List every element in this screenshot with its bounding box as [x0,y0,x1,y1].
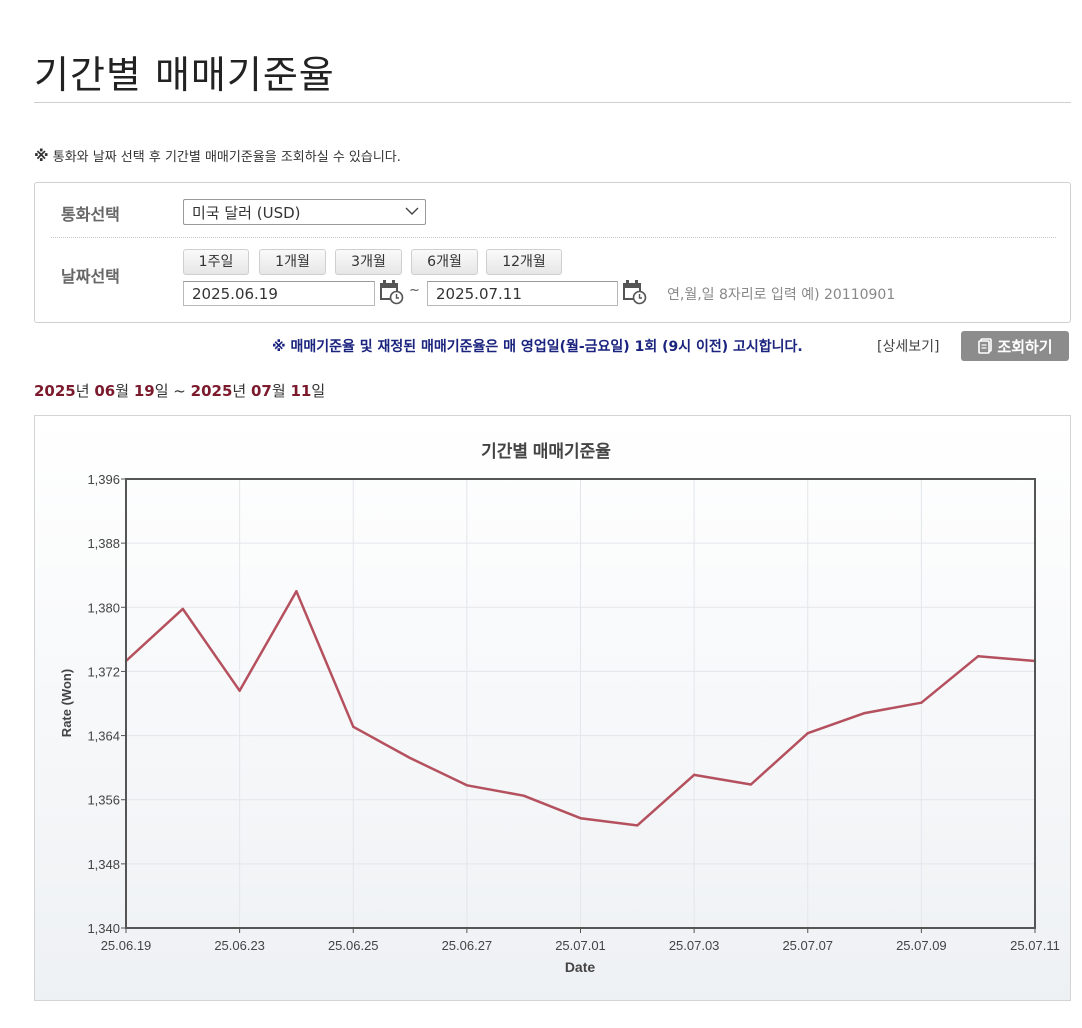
title-divider [34,102,1071,103]
x-tick-label: 25.06.19 [101,938,152,953]
period-12month-button[interactable]: 12개월 [486,249,562,275]
query-button[interactable]: 조회하기 [961,331,1069,361]
chevron-down-icon [405,207,419,215]
x-tick-label: 25.07.11 [1010,938,1060,953]
detail-link[interactable]: [상세보기] [877,339,940,355]
end-date-input[interactable]: 2025.07.11 [427,281,618,306]
x-tick-label: 25.07.03 [669,938,720,953]
start-date-input[interactable]: 2025.06.19 [183,281,375,306]
page-title: 기간별 매매기준율 [34,53,335,97]
range-end-month: 07 [250,382,272,400]
data-point[interactable] [295,590,298,593]
x-tick-label: 25.06.23 [214,938,265,953]
y-tick-label: 1,340 [87,921,120,936]
range-month-suffix: 월 [115,382,130,400]
date-format-hint: 연,월,일 8자리로 입력 예) 20110901 [667,287,896,303]
range-year-suffix: 년 [75,382,90,400]
y-tick-label: 1,396 [87,472,120,487]
data-point[interactable] [408,756,412,760]
plot-frame [125,478,1036,929]
currency-select-value: 미국 달러 (USD) [192,204,301,222]
announcement: ※ 매매기준율 및 재정된 매매기준율은 매 영업일(월-금요일) 1회 (9시… [272,339,803,355]
start-calendar-icon[interactable] [378,279,404,305]
rate-line-chart: 기간별 매매기준율 Date Rate (Won) 1,340 1,348 1,35… [59,442,1060,975]
notice-mark: ※ [34,147,49,165]
notice: ※ 통화와 날짜 선택 후 기간별 매매기준율을 조회하실 수 있습니다. [34,146,401,165]
range-year-suffix: 년 [232,382,247,400]
x-tick-label: 25.07.09 [896,938,947,953]
period-1month-button[interactable]: 1개월 [259,249,326,275]
y-tick-label: 1,356 [87,793,120,808]
y-tick-label: 1,372 [87,664,120,679]
range-start-day: 19 [133,382,155,400]
end-calendar-icon[interactable] [621,279,647,305]
range-month-suffix: 월 [271,382,286,400]
data-point[interactable] [465,784,469,787]
data-point[interactable] [522,794,525,797]
data-point[interactable] [238,689,241,692]
range-day-suffix: 일 [311,382,326,400]
currency-select[interactable]: 미국 달러 (USD) [183,199,426,225]
data-point[interactable] [749,783,753,786]
row-divider [51,237,1056,238]
chart-title: 기간별 매매기준율 [481,442,611,461]
range-separator: ~ [173,382,186,400]
search-panel: 통화선택 미국 달러 (USD) 날짜선택 1주일 1개월 3개월 6개월 12… [34,182,1071,323]
range-start-year: 2025 [34,382,76,400]
y-tick-label: 1,348 [87,857,120,872]
range-start-month: 06 [94,382,116,400]
chart-panel: 기간별 매매기준율 Date Rate (Won) 1,340 1,348 1,35… [34,415,1071,1001]
query-button-label: 조회하기 [997,337,1053,356]
range-end-day: 11 [290,382,312,400]
data-point[interactable] [636,824,639,827]
y-tick-label: 1,380 [87,600,120,615]
date-range-tilde: ~ [409,283,420,298]
y-tick-label: 1,364 [87,729,120,744]
data-point[interactable] [976,654,980,658]
data-point[interactable] [692,773,696,777]
range-end-year: 2025 [190,382,233,400]
currency-label: 통화선택 [61,205,120,224]
x-tick-label: 25.07.01 [555,938,606,953]
data-point[interactable] [352,725,355,728]
x-tick-label: 25.06.27 [442,938,493,953]
y-tick-label: 1,388 [87,536,120,551]
x-tick-label: 25.06.25 [328,938,379,953]
document-icon [978,338,993,354]
period-1week-button[interactable]: 1주일 [183,249,249,275]
range-day-suffix: 일 [154,382,169,400]
data-point[interactable] [863,711,866,715]
y-axis-label: Rate (Won) [59,669,74,737]
data-point[interactable] [806,731,809,735]
period-3month-button[interactable]: 3개월 [335,249,402,275]
x-tick-label: 25.07.07 [782,938,833,953]
period-6month-button[interactable]: 6개월 [411,249,478,275]
notice-text: 통화와 날짜 선택 후 기간별 매매기준율을 조회하실 수 있습니다. [52,150,401,165]
data-point[interactable] [920,701,923,704]
date-label: 날짜선택 [61,267,120,286]
data-point[interactable] [181,607,185,611]
data-point[interactable] [579,816,582,820]
x-axis-label: Date [565,959,596,975]
selected-range: 2025년 06월 19일 ~ 2025년 07월 11일 [34,380,325,401]
